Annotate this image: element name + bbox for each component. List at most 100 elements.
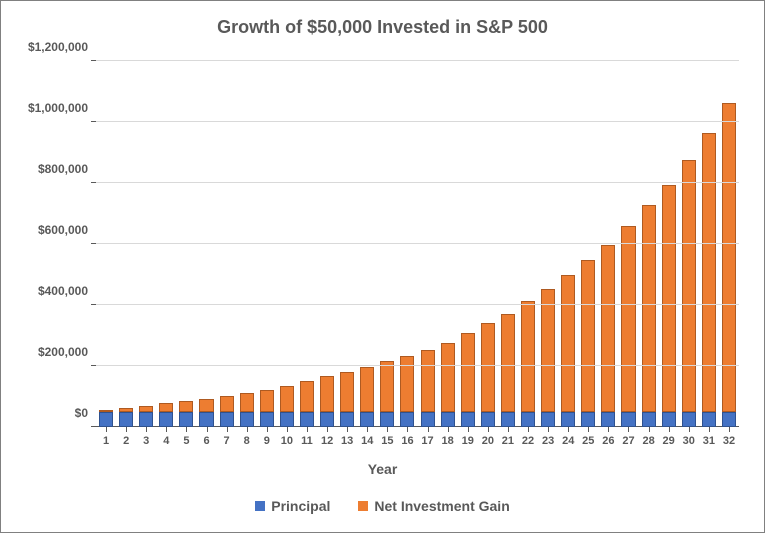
- bar: [380, 361, 394, 427]
- bar-segment-net-investment-gain: [280, 386, 294, 412]
- x-tick-mark: [267, 427, 268, 432]
- bar-segment-principal: [320, 412, 334, 427]
- bar-segment-principal: [400, 412, 414, 427]
- bar: [702, 133, 716, 427]
- bar-segment-net-investment-gain: [461, 333, 475, 411]
- bar-segment-net-investment-gain: [360, 367, 374, 411]
- x-tick-label: 22: [522, 435, 534, 447]
- bar-segment-net-investment-gain: [561, 275, 575, 411]
- x-tick-mark: [508, 427, 509, 432]
- x-tick-label: 6: [203, 435, 209, 447]
- x-tick-mark: [729, 427, 730, 432]
- bar-slot: 7: [217, 61, 237, 427]
- x-tick-mark: [689, 427, 690, 432]
- bar: [300, 381, 314, 427]
- y-tick-label: $400,000: [38, 284, 88, 298]
- gridline: [96, 60, 739, 61]
- bar-slot: 10: [277, 61, 297, 427]
- bar-segment-net-investment-gain: [621, 226, 635, 412]
- bar-segment-principal: [159, 412, 173, 427]
- bar-slot: 8: [237, 61, 257, 427]
- bar: [541, 289, 555, 427]
- bar-segment-net-investment-gain: [521, 301, 535, 411]
- bars-area: 1234567891011121314151617181920212223242…: [96, 61, 739, 427]
- x-tick-mark: [186, 427, 187, 432]
- bar-slot: 6: [196, 61, 216, 427]
- bar-segment-principal: [561, 412, 575, 427]
- bar-slot: 25: [578, 61, 598, 427]
- gridline: [96, 365, 739, 366]
- x-tick-mark: [649, 427, 650, 432]
- y-tick-label: $1,200,000: [28, 40, 88, 54]
- bar-segment-net-investment-gain: [380, 361, 394, 412]
- bar-segment-net-investment-gain: [642, 205, 656, 412]
- legend-label-principal: Principal: [271, 498, 330, 514]
- bar: [139, 406, 153, 427]
- x-tick-mark: [548, 427, 549, 432]
- legend-item-principal: Principal: [255, 498, 330, 514]
- x-tick-mark: [287, 427, 288, 432]
- bar-slot: 32: [719, 61, 739, 427]
- bar: [360, 367, 374, 427]
- x-tick-label: 8: [244, 435, 250, 447]
- x-tick-mark: [367, 427, 368, 432]
- bar-segment-principal: [441, 412, 455, 427]
- bar-segment-net-investment-gain: [199, 399, 213, 412]
- bar-segment-principal: [642, 412, 656, 427]
- bar-segment-principal: [380, 412, 394, 427]
- bar-slot: 13: [337, 61, 357, 427]
- bar-slot: 23: [538, 61, 558, 427]
- x-tick-mark: [568, 427, 569, 432]
- bar-segment-principal: [481, 412, 495, 427]
- bar-segment-principal: [461, 412, 475, 427]
- x-tick-label: 27: [622, 435, 634, 447]
- bar-segment-net-investment-gain: [159, 403, 173, 411]
- bar-segment-net-investment-gain: [179, 401, 193, 412]
- bar: [320, 376, 334, 427]
- bar-slot: 17: [418, 61, 438, 427]
- x-tick-label: 16: [401, 435, 413, 447]
- bar: [642, 205, 656, 427]
- y-tick-label: $1,000,000: [28, 101, 88, 115]
- bar: [159, 403, 173, 427]
- x-tick-label: 19: [462, 435, 474, 447]
- x-tick-mark: [628, 427, 629, 432]
- bar-slot: 21: [498, 61, 518, 427]
- bar-slot: 14: [357, 61, 377, 427]
- bar: [400, 356, 414, 427]
- x-tick-mark: [669, 427, 670, 432]
- x-tick-label: 31: [703, 435, 715, 447]
- y-tick-mark: [91, 182, 96, 183]
- bar: [199, 399, 213, 427]
- x-tick-mark: [488, 427, 489, 432]
- x-tick-label: 1: [103, 435, 109, 447]
- chart-title: Growth of $50,000 Invested in S&P 500: [1, 17, 764, 38]
- bar-segment-net-investment-gain: [501, 314, 515, 412]
- bar-segment-net-investment-gain: [441, 343, 455, 412]
- x-tick-label: 12: [321, 435, 333, 447]
- legend-swatch-gain: [358, 501, 368, 511]
- bar-slot: 4: [156, 61, 176, 427]
- bar-segment-net-investment-gain: [260, 390, 274, 412]
- bar-slot: 9: [257, 61, 277, 427]
- x-tick-label: 17: [421, 435, 433, 447]
- x-tick-label: 26: [602, 435, 614, 447]
- gridline: [96, 243, 739, 244]
- bar: [561, 275, 575, 427]
- bar: [260, 390, 274, 427]
- x-tick-label: 30: [683, 435, 695, 447]
- y-tick-mark: [91, 304, 96, 305]
- x-tick-label: 13: [341, 435, 353, 447]
- x-tick-label: 11: [301, 435, 313, 447]
- x-tick-mark: [227, 427, 228, 432]
- x-tick-label: 5: [183, 435, 189, 447]
- y-tick-label: $600,000: [38, 223, 88, 237]
- bar: [441, 343, 455, 427]
- x-tick-label: 10: [281, 435, 293, 447]
- x-tick-label: 25: [582, 435, 594, 447]
- x-tick-mark: [709, 427, 710, 432]
- bar: [220, 396, 234, 427]
- bar-segment-principal: [139, 412, 153, 427]
- bar-segment-principal: [99, 412, 113, 427]
- gridline: [96, 182, 739, 183]
